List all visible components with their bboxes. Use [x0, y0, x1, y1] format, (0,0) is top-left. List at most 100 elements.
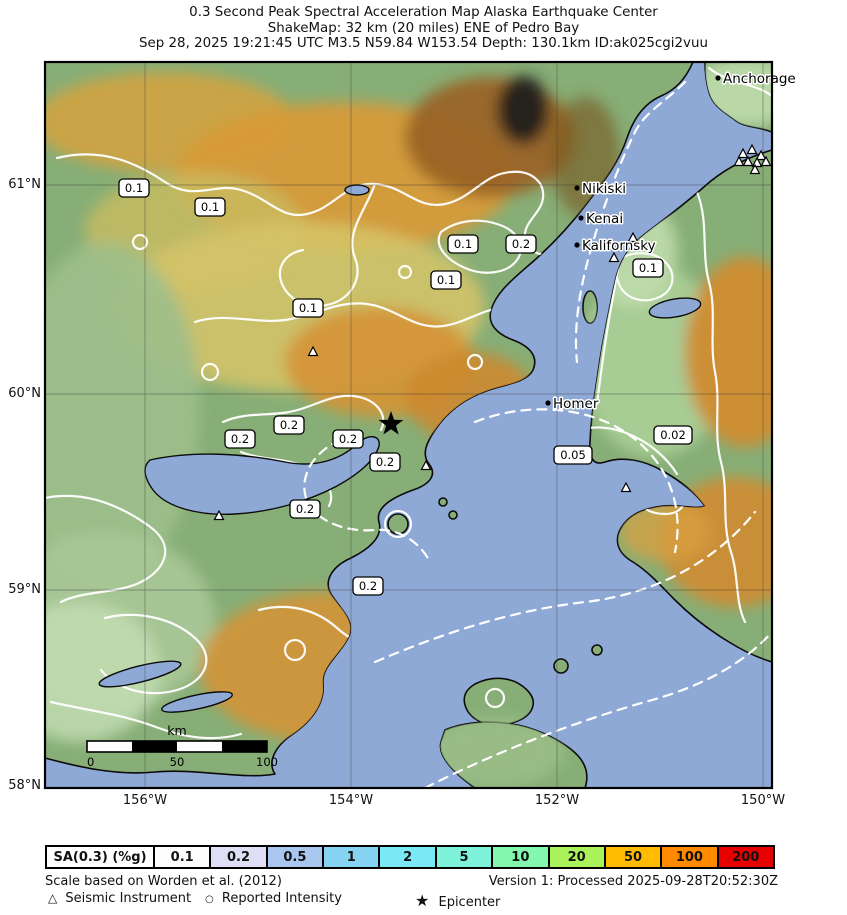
legend-intensity-label: Reported Intensity: [221, 891, 342, 906]
color-scale-bin: 50: [603, 847, 661, 867]
islet: [448, 510, 458, 520]
svg-text:0.05: 0.05: [560, 448, 586, 462]
svg-text:0.1: 0.1: [125, 181, 143, 195]
triangle-icon: △: [48, 891, 58, 905]
title-line-3: Sep 28, 2025 19:21:45 UTC M3.5 N59.84 W1…: [139, 36, 708, 51]
contour-value-chip: 0.2: [505, 234, 537, 254]
svg-text:0.1: 0.1: [437, 273, 455, 287]
title-line-1: 0.3 Second Peak Spectral Acceleration Ma…: [189, 5, 658, 20]
lat-tick-label: 61°N: [8, 177, 41, 192]
legend-epicenter: ★ Epicenter: [415, 891, 500, 910]
color-scale-bin: 1: [322, 847, 379, 867]
seismic-station-icon: [213, 509, 225, 521]
contour-value-chip: 0.2: [369, 452, 401, 472]
svg-text:0.1: 0.1: [201, 200, 219, 214]
scale-bar-unit: km: [167, 723, 186, 738]
svg-text:0.2: 0.2: [280, 418, 298, 432]
lon-tick-label: 152°W: [534, 793, 580, 808]
contour-value-chip: 0.1: [292, 298, 324, 318]
city-marker: Kalifornsky: [574, 237, 657, 256]
color-scale-bin: 0.1: [153, 847, 210, 867]
color-scale-bin: 20: [547, 847, 604, 867]
seismic-station-icon: [742, 155, 754, 167]
svg-text:0.2: 0.2: [359, 579, 377, 593]
lat-tick-label: 58°N: [8, 778, 41, 793]
scale-bar-tick: 0: [87, 755, 94, 769]
lake: [344, 184, 370, 196]
sa-color-scale: SA(0.3) (%g) 0.1 0.2 0.5 1 2 5 10 20 50 100 200: [45, 845, 775, 869]
seismic-station-icon: [620, 481, 632, 493]
city-label: Homer: [553, 396, 599, 412]
epicenter-layer: [378, 411, 404, 435]
city-label: Nikiski: [582, 181, 626, 197]
contour-value-chip: 0.2: [289, 499, 321, 519]
contour-value-chip: 0.2: [273, 415, 305, 435]
city-label: Kenai: [586, 211, 623, 227]
color-scale-bin: 0.5: [265, 847, 323, 867]
seismic-stations-layer: [213, 143, 772, 521]
contour-value-chip: 0.1: [194, 197, 226, 217]
lon-tick-label: 154°W: [328, 793, 374, 808]
seismic-station-icon: [755, 149, 767, 161]
seismic-station-icon: [737, 147, 749, 159]
circle-icon: ○: [205, 894, 214, 905]
lake: [161, 691, 233, 713]
epicenter-star-icon: [378, 411, 404, 435]
islet: [438, 497, 448, 507]
color-scale-bin: 2: [378, 847, 435, 867]
color-scale-bin: 0.2: [209, 847, 266, 867]
scale-bar-tick: 50: [170, 755, 185, 769]
color-scale-bin: 10: [491, 847, 548, 867]
city-dot: [715, 75, 721, 81]
seismic-station-icon: [608, 251, 620, 263]
contour-ring: [384, 510, 412, 538]
map-title: 0.3 Second Peak Spectral Acceleration Ma…: [0, 5, 847, 52]
city-dot: [574, 185, 580, 191]
contour-value-chip: 0.1: [447, 234, 479, 254]
contour-value-chip: 0.1: [430, 270, 462, 290]
lake: [98, 660, 182, 688]
contour-value-chip: 0.2: [224, 429, 256, 449]
shakemap-canvas: km 0 50 100 0.1 0.1 0.1 0.2 0.1 0.1 0.1 0.2 0.2 0.2…: [43, 60, 797, 790]
scale-note: Scale based on Worden et al. (2012): [45, 874, 282, 889]
contour-value-chip: 0.1: [118, 178, 150, 198]
svg-text:0.2: 0.2: [376, 455, 394, 469]
color-scale-title: SA(0.3) (%g): [47, 847, 153, 867]
contour-value-chip: 0.02: [653, 425, 693, 445]
city-dot: [578, 215, 584, 221]
islet: [553, 658, 569, 674]
legend-seismic-label: Seismic Instrument: [65, 891, 192, 906]
tustumena-lake: [648, 297, 702, 319]
terrain-shading: [45, 62, 772, 787]
lon-tick-label: 156°W: [122, 793, 168, 808]
svg-text:0.2: 0.2: [512, 237, 530, 251]
city-label: Kalifornsky: [582, 238, 656, 254]
dashed-contours: [303, 80, 774, 790]
city-dot: [545, 400, 551, 406]
map-frame: [43, 60, 774, 790]
city-marker: Kenai: [578, 210, 625, 229]
scale-bar-ticks: 0 50 100: [87, 755, 278, 769]
city-dot: [574, 242, 580, 248]
legend-epicenter-label: Epicenter: [438, 895, 501, 910]
version-text: Version 1: Processed 2025-09-28T20:52:30…: [488, 874, 778, 889]
contour-value-chip: 0.2: [352, 576, 384, 596]
legend-reported-intensity: ○ Reported Intensity: [205, 891, 342, 906]
color-scale-bin: 5: [434, 847, 492, 867]
svg-text:0.2: 0.2: [296, 502, 314, 516]
title-line-2: ShakeMap: 32 km (20 miles) ENE of Pedro …: [267, 20, 580, 36]
lat-tick-label: 59°N: [8, 582, 41, 597]
color-scale-bin: 100: [660, 847, 717, 867]
svg-text:0.02: 0.02: [660, 428, 686, 442]
seismic-station-icon: [746, 143, 758, 155]
svg-text:0.1: 0.1: [299, 301, 317, 315]
city-label: Anchorage: [723, 71, 796, 87]
lat-tick-label: 60°N: [8, 386, 41, 401]
seismic-station-icon: [760, 155, 772, 167]
star-icon: ★: [415, 891, 430, 910]
city-marker: Anchorage: [715, 70, 797, 89]
seismic-station-icon: [307, 345, 319, 357]
seismic-station-icon: [749, 163, 761, 175]
shakemap-svg: km 0 50 100 0.1 0.1 0.1 0.2 0.1 0.1 0.1 0.2 0.2 0.2…: [43, 60, 797, 790]
lon-tick-label: 150°W: [740, 793, 786, 808]
